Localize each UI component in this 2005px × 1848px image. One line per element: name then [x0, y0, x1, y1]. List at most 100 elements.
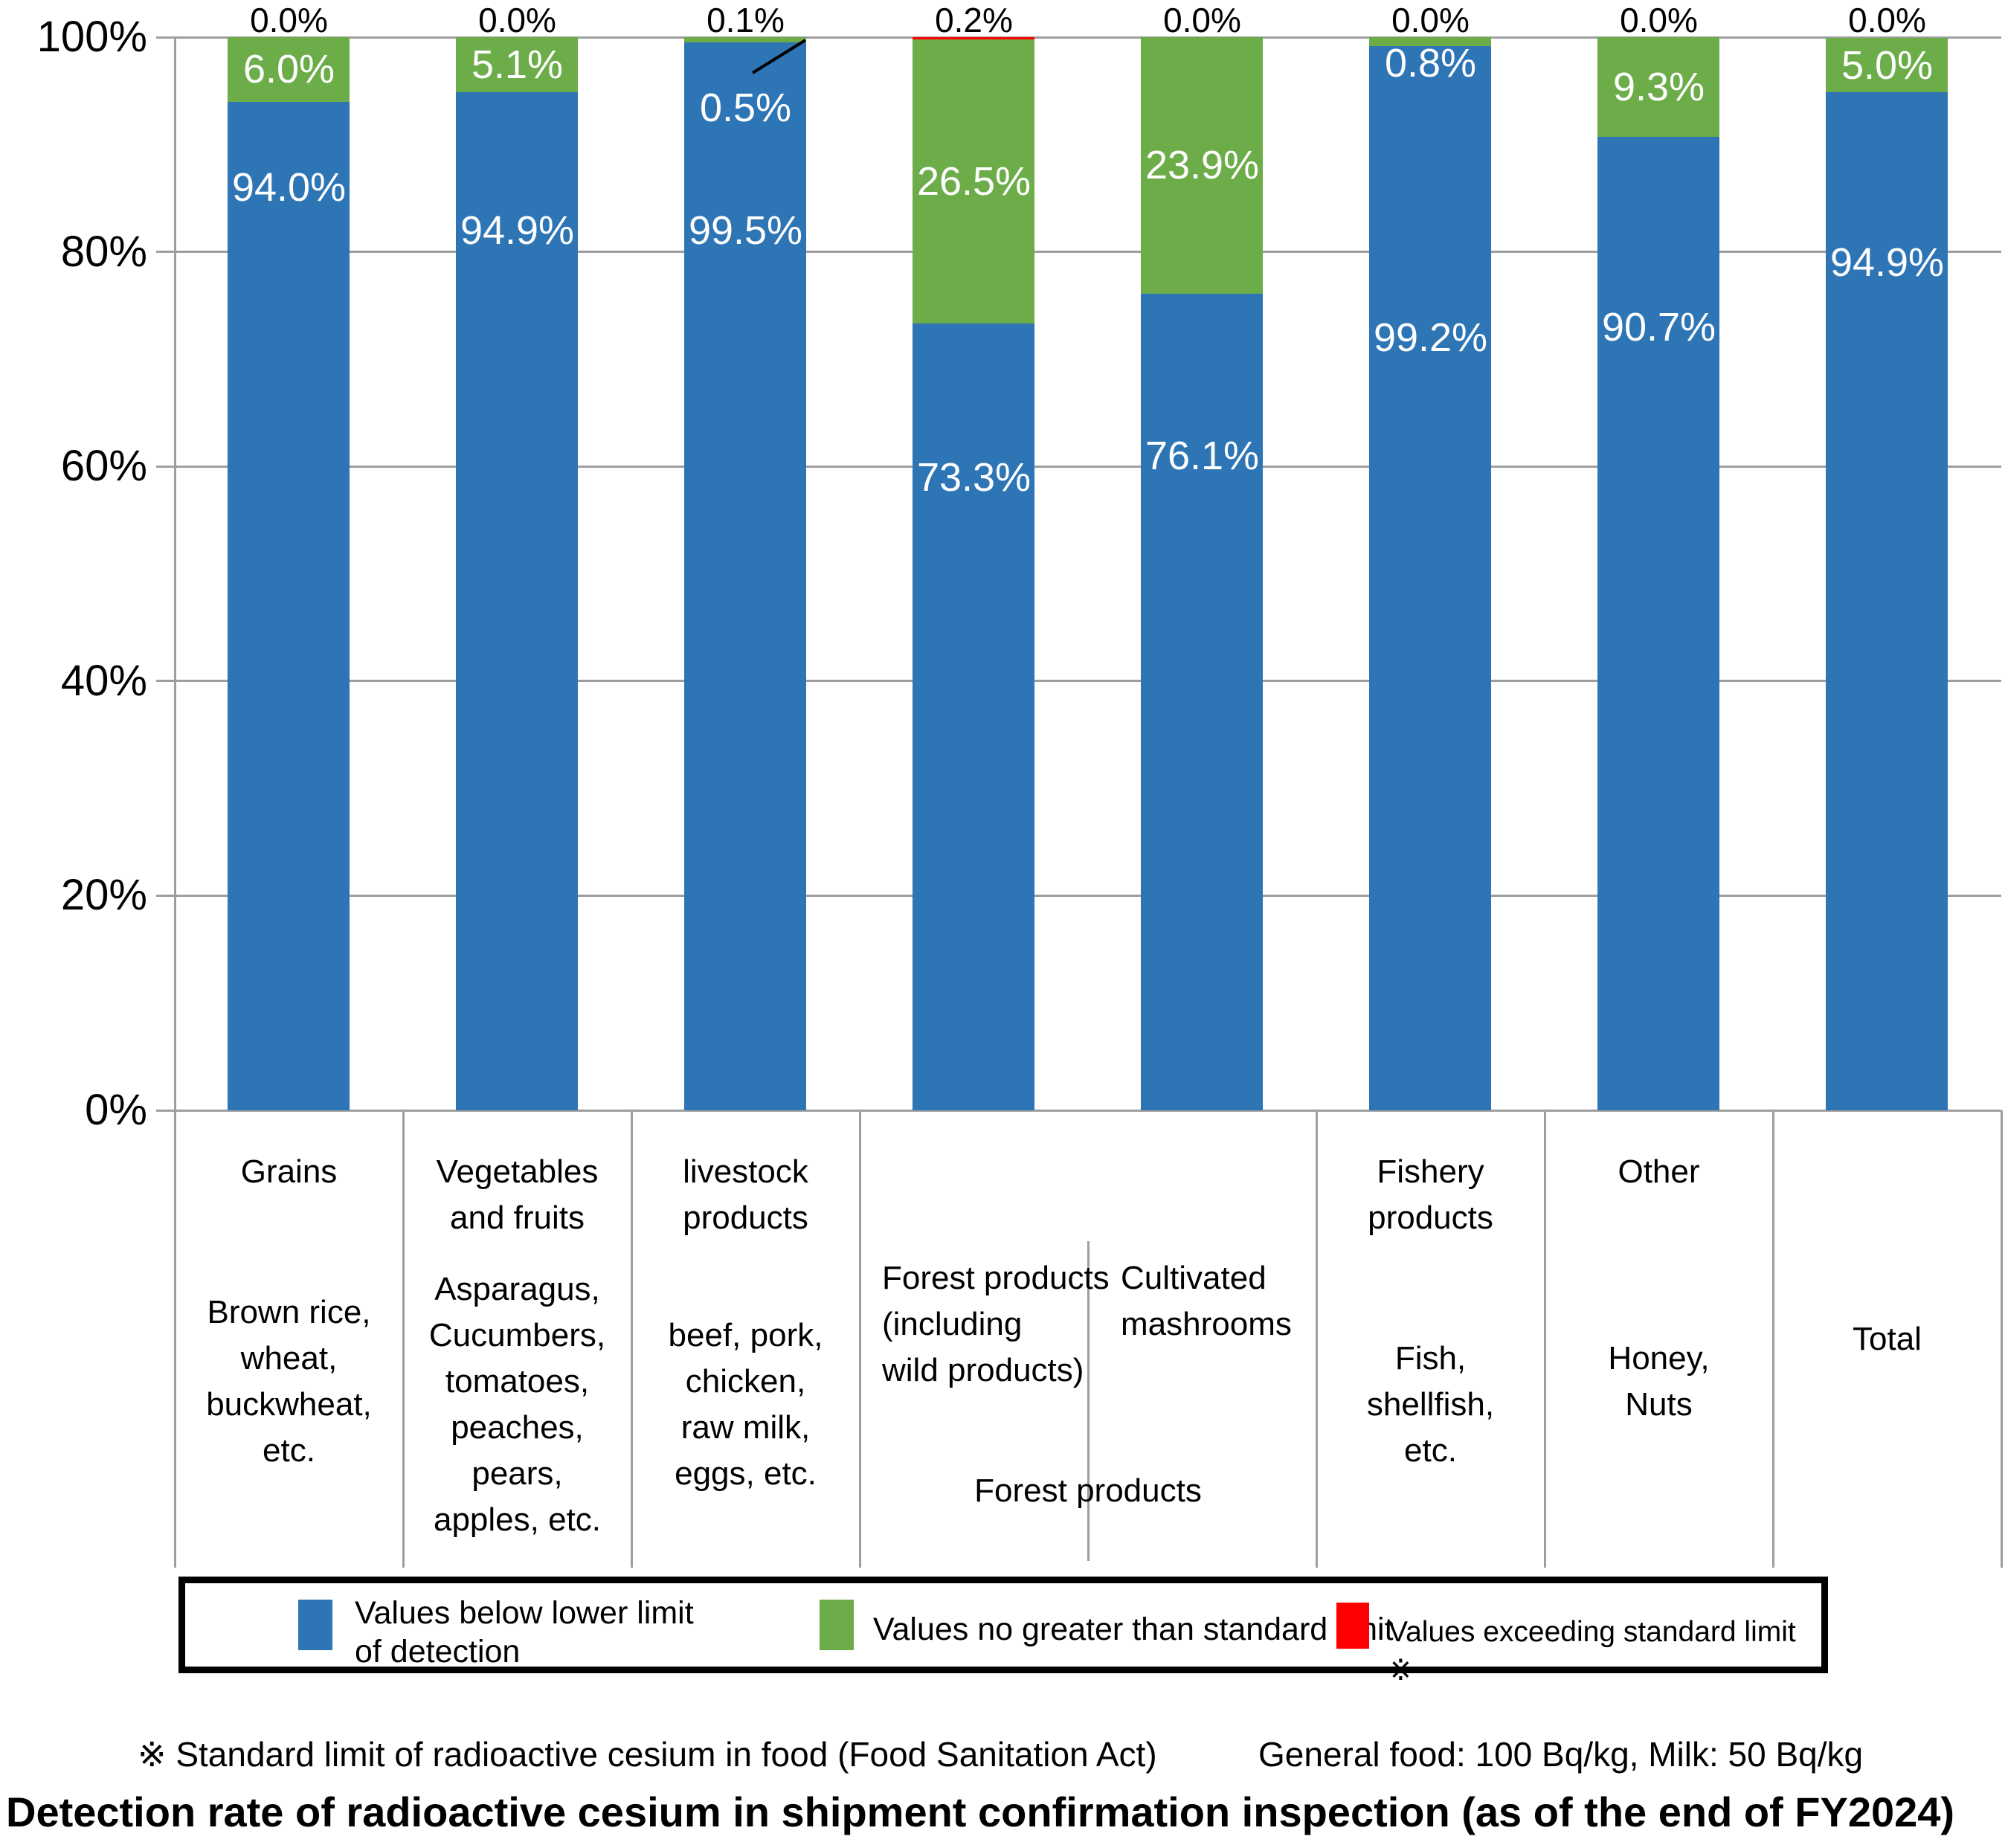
within-value-label-grains: 6.0% — [242, 47, 335, 92]
category-cell-forest-products-group: Forest products (including wild products) C… — [860, 1110, 1316, 1568]
legend-label-exceed: Values exceeding standard limit ※ — [1388, 1616, 1796, 1687]
category-title-fishery-products-line: products — [1368, 1200, 1493, 1236]
category-sub-vegetables-and-fruits: Asparagus, Cucumbers, tomatoes, peaches, pea… — [429, 1266, 605, 1543]
legend-label-below: Values below lower limit of detection — [355, 1594, 694, 1671]
category-sub-forest-products-including-wild-products-line: (including — [882, 1306, 1023, 1342]
bar-segment-within-cultivated-mashrooms — [1141, 37, 1263, 294]
category-sub-other-line: Honey, — [1608, 1339, 1710, 1377]
category-cell-total: Total — [1773, 1110, 2001, 1568]
category-sub-grains-line: buckwheat, — [206, 1385, 372, 1423]
category-sub-vegetables-and-fruits-line: Asparagus, — [434, 1270, 600, 1307]
chart-title: Detection rate of radioactive cesium in … — [6, 1789, 1955, 1835]
within-value-label-total: 5.0% — [1841, 42, 1934, 88]
category-divider — [1771, 1110, 1774, 1568]
footnote-limit-values: General food: 100 Bq/kg, Milk: 50 Bq/kg — [1258, 1735, 1864, 1774]
category-cell-vegetables-and-fruits: Vegetables and fruits Asparagus, Cucumbers,… — [403, 1110, 631, 1568]
category-sub-forest-products-including-wild-products-line: Forest products — [882, 1260, 1110, 1296]
exceed-value-label-vegetables-and-fruits: 0.0% — [478, 1, 556, 39]
category-subwrap-grains: Brown rice, wheat, buckwheat, etc. — [175, 1195, 403, 1568]
category-subwrap-total: Total — [1773, 1110, 2001, 1568]
bar-livestock-products — [684, 37, 806, 1110]
category-title-other-line: Other — [1618, 1153, 1700, 1190]
y-axis-label-20%: 20% — [60, 871, 147, 920]
exceed-value-label-grains: 0.0% — [250, 1, 328, 39]
below-value-label-vegetables-and-fruits: 94.9% — [460, 207, 575, 253]
bar-segment-below-other — [1597, 137, 1719, 1110]
category-sub-vegetables-and-fruits-line: Cucumbers, — [428, 1316, 606, 1353]
gridline-40% — [156, 680, 2001, 683]
category-title-livestock-products-line: products — [683, 1200, 808, 1236]
category-sub-grains-line: Brown rice, — [207, 1293, 371, 1330]
bar-segment-within-vegetables-and-fruits — [456, 37, 578, 92]
legend-swatch-within-icon — [820, 1600, 854, 1650]
category-sub-livestock-products-line: beef, pork, — [668, 1316, 823, 1353]
y-axis-label-80%: 80% — [60, 227, 147, 276]
category-title-fishery-products-line: Fishery — [1377, 1153, 1484, 1190]
category-sub-vegetables-and-fruits-line: apples, etc. — [433, 1501, 602, 1538]
category-sub-cultivated-mashrooms: Cultivated mashrooms — [1121, 1255, 1292, 1348]
within-value-label-livestock-products: 0.5% — [699, 86, 792, 131]
exceed-value-label-cultivated-mashrooms: 0.0% — [1163, 1, 1241, 39]
category-sub-grains: Brown rice, wheat, buckwheat, etc. — [206, 1290, 372, 1474]
category-sub-other-line: Nuts — [1625, 1385, 1693, 1423]
category-divider — [2000, 1110, 2003, 1568]
bar-segment-below-cultivated-mashrooms — [1141, 293, 1263, 1110]
category-title-livestock-products: livestock products — [631, 1110, 860, 1241]
category-sub-fishery-products-line: Fish, — [1394, 1339, 1467, 1377]
bar-column-livestock-products: 0.1% 99.5% 0.5% — [631, 3, 860, 1110]
category-title-grains-line: Grains — [240, 1153, 338, 1190]
below-value-label-livestock-products: 99.5% — [688, 207, 803, 253]
gridline-80% — [156, 251, 2001, 254]
bar-segment-within-forest-products-including-wild-products — [913, 39, 1034, 324]
category-subwrap-fishery-products: Fish, shellfish, etc. — [1316, 1241, 1545, 1568]
legend-swatch-exceed-icon — [1336, 1603, 1369, 1649]
below-value-label-total: 94.9% — [1829, 240, 1945, 286]
category-sub-vegetables-and-fruits-line: tomatoes, — [445, 1362, 590, 1400]
category-title-fishery-products: Fishery products — [1316, 1110, 1545, 1241]
exceed-value-label-other: 0.0% — [1620, 1, 1698, 39]
category-sub-forest-products-including-wild-products-line: wild products) — [882, 1352, 1084, 1388]
below-value-label-forest-products-including-wild-products: 73.3% — [916, 454, 1032, 500]
bar-column-cultivated-mashrooms: 0.0% 76.1% 23.9% — [1088, 3, 1316, 1110]
footnote-standard-limit: ※ Standard limit of radioactive cesium i… — [138, 1735, 1157, 1774]
bar-segment-below-vegetables-and-fruits — [456, 91, 578, 1110]
category-title-vegetables-and-fruits-line: and fruits — [450, 1200, 585, 1236]
category-sub-cultivated-mashrooms-line: mashrooms — [1121, 1306, 1292, 1342]
category-divider — [630, 1110, 633, 1568]
bar-vegetables-and-fruits — [456, 37, 578, 1110]
category-subwrap-vegetables-and-fruits: Asparagus, Cucumbers, tomatoes, peaches, pea… — [403, 1241, 631, 1568]
bar-segment-below-forest-products-including-wild-products — [913, 323, 1034, 1110]
exceed-value-label-forest-products-including-wild-products: 0.2% — [935, 1, 1013, 39]
category-title-vegetables-and-fruits: Vegetables and fruits — [403, 1110, 631, 1241]
below-value-label-cultivated-mashrooms: 76.1% — [1145, 433, 1260, 478]
y-axis-line — [173, 37, 176, 1568]
within-value-label-forest-products-including-wild-products: 26.5% — [916, 159, 1032, 205]
category-subwrap-livestock-products: beef, pork, chicken, raw milk, eggs, etc. — [631, 1241, 860, 1568]
within-value-label-vegetables-and-fruits: 5.1% — [471, 42, 564, 87]
below-value-label-fishery-products: 99.2% — [1373, 315, 1488, 361]
category-subwrap-other: Honey, Nuts — [1545, 1195, 1773, 1568]
within-value-label-other: 9.3% — [1612, 65, 1705, 110]
category-title-livestock-products-line: livestock — [683, 1153, 808, 1190]
legend-box: Values below lower limit of detection Va… — [178, 1577, 1828, 1687]
bar-segment-within-total — [1826, 38, 1948, 92]
bar-segment-below-fishery-products — [1369, 45, 1491, 1110]
y-axis-label-40%: 40% — [60, 656, 147, 705]
category-title-vegetables-and-fruits-line: Vegetables — [436, 1153, 599, 1190]
category-sub-livestock-products-line: chicken, — [685, 1362, 806, 1400]
within-value-label-cultivated-mashrooms: 23.9% — [1145, 143, 1260, 188]
category-cell-grains: Grains Brown rice, wheat, buckwheat, etc. — [175, 1110, 403, 1568]
category-sub-vegetables-and-fruits-line: peaches, — [451, 1408, 584, 1446]
legend-label-within: Values no greater than standard limit — [873, 1612, 1394, 1647]
bar-column-other: 0.0% 90.7% 9.3% — [1545, 3, 1773, 1110]
category-sub-livestock-products: beef, pork, chicken, raw milk, eggs, etc. — [669, 1313, 823, 1497]
category-sub-total-line: Total — [1853, 1320, 1922, 1357]
category-sub-fishery-products-line: etc. — [1404, 1432, 1457, 1469]
bar-segment-exceed-forest-products-including-wild-products — [913, 37, 1034, 39]
category-cell-other: Other Honey, Nuts — [1545, 1110, 1773, 1568]
bar-segment-below-grains — [228, 101, 350, 1110]
exceed-value-label-total: 0.0% — [1848, 1, 1926, 39]
legend-label-below-line1: Values below lower limit — [355, 1595, 694, 1631]
bar-segment-below-total — [1826, 91, 1948, 1110]
bar-grains — [228, 37, 350, 1110]
